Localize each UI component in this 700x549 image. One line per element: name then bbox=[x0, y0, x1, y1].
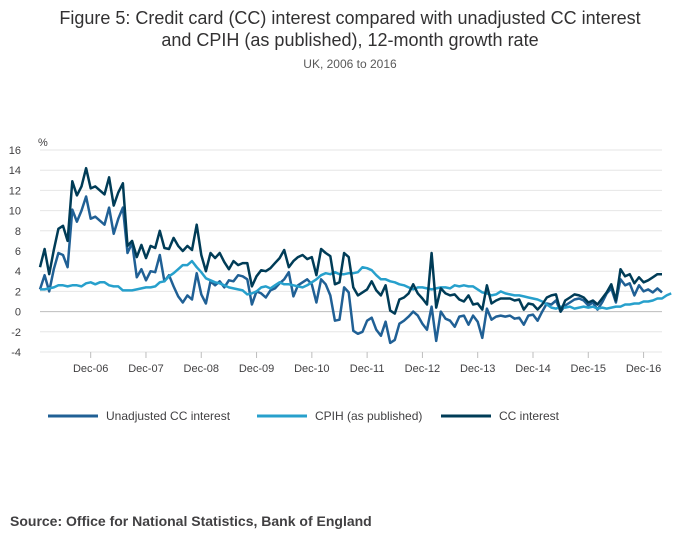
y-tick-label: -2 bbox=[11, 327, 21, 339]
legend-label: CC interest bbox=[499, 409, 560, 423]
x-axis-ticks: Dec-06 Dec-07 Dec-08 Dec-09 Dec-10 Dec-11 Dec-… bbox=[73, 352, 661, 375]
legend-item[interactable]: CPIH (as published) bbox=[257, 409, 422, 423]
legend[interactable]: Unadjusted CC interest CPIH (as published… bbox=[48, 409, 560, 423]
y-axis-ticks: 16 14 12 10 8 6 4 2 0 -2 -4 bbox=[9, 145, 21, 359]
legend-item[interactable]: CC interest bbox=[441, 409, 560, 423]
y-tick-label: 4 bbox=[15, 266, 21, 278]
y-tick-label: 14 bbox=[9, 165, 21, 177]
series-line-cpih-as-published bbox=[40, 259, 672, 310]
x-tick-label: Dec-10 bbox=[294, 363, 329, 375]
series-line-cc-interest bbox=[38, 166, 662, 315]
x-tick-label: Dec-08 bbox=[184, 363, 219, 375]
source-note: Source: Office for National Statistics, … bbox=[10, 513, 372, 529]
series-lines bbox=[38, 166, 672, 345]
y-tick-label: 12 bbox=[9, 185, 21, 197]
legend-item[interactable]: Unadjusted CC interest bbox=[48, 409, 231, 423]
legend-label: CPIH (as published) bbox=[315, 409, 422, 423]
x-tick-label: Dec-11 bbox=[350, 363, 385, 375]
legend-label: Unadjusted CC interest bbox=[106, 409, 231, 423]
x-tick-label: Dec-06 bbox=[73, 363, 108, 375]
chart-title-line1: Figure 5: Credit card (CC) interest comp… bbox=[59, 8, 641, 28]
y-tick-label: 16 bbox=[9, 145, 21, 157]
x-tick-label: Dec-07 bbox=[128, 363, 163, 375]
y-tick-label: -4 bbox=[11, 347, 21, 359]
x-tick-label: Dec-12 bbox=[405, 363, 440, 375]
y-tick-label: 0 bbox=[15, 307, 21, 319]
chart-title: Figure 5: Credit card (CC) interest comp… bbox=[0, 7, 700, 51]
chart-subtitle: UK, 2006 to 2016 bbox=[303, 57, 397, 71]
y-tick-label: 6 bbox=[15, 246, 21, 258]
x-tick-label: Dec-16 bbox=[626, 363, 661, 375]
chart-title-line2: and CPIH (as published), 12-month growth… bbox=[161, 30, 539, 50]
x-tick-label: Dec-14 bbox=[515, 363, 550, 375]
y-tick-label: 2 bbox=[15, 286, 21, 298]
y-tick-label: 8 bbox=[15, 226, 21, 238]
y-tick-label: 10 bbox=[9, 206, 21, 218]
y-axis-label: % bbox=[38, 137, 48, 149]
x-tick-label: Dec-09 bbox=[239, 363, 274, 375]
x-tick-label: Dec-13 bbox=[460, 363, 495, 375]
x-tick-label: Dec-15 bbox=[571, 363, 606, 375]
